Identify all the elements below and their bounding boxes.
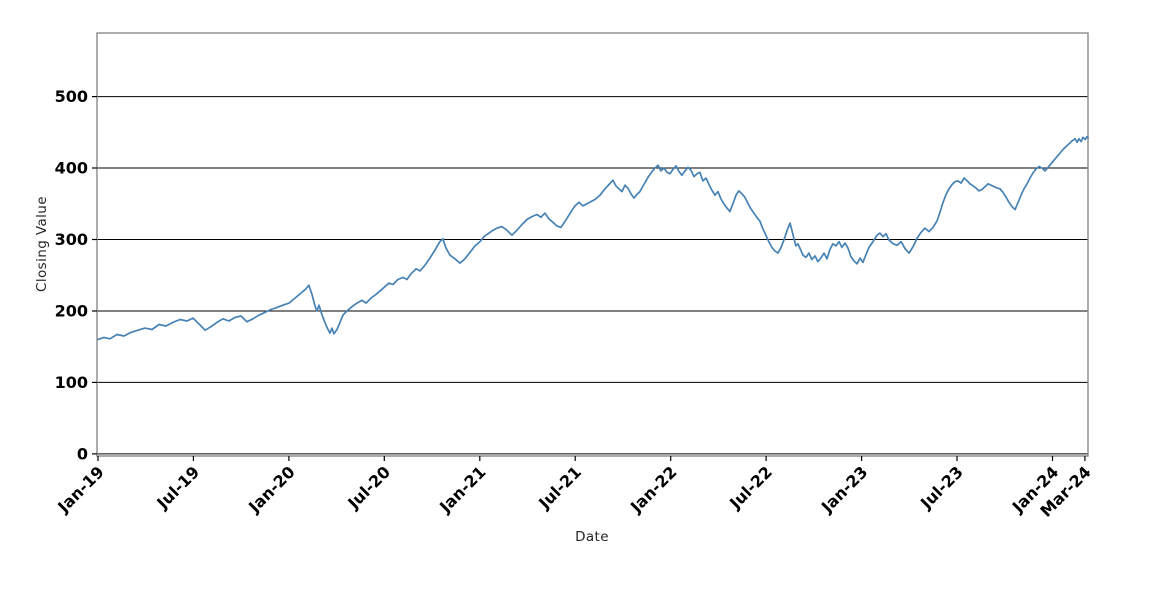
x-tick-label: Jul-23 — [916, 462, 967, 513]
series-lines — [97, 135, 1089, 341]
y-tick-label: 400 — [55, 159, 88, 178]
y-axis-title: Closing Value — [34, 196, 50, 292]
x-tick-label: Jan-22 — [626, 462, 680, 516]
x-tick-label: Jul-20 — [343, 462, 394, 513]
x-axis-ticks: Jan-19 Jul-19 Jan-20 Jul-20 Jan-21 Jul-21 Jan-… — [53, 456, 1095, 521]
series-line-closing-value — [97, 135, 1089, 341]
y-axis-ticks: 0 100 200 300 400 500 — [55, 87, 97, 463]
y-tick-label: 500 — [55, 87, 88, 106]
x-axis-title: Date — [575, 529, 609, 545]
gridlines — [97, 96, 1088, 455]
x-tick-label: Jul-21 — [534, 462, 585, 513]
plot-frame — [96, 32, 1089, 457]
x-tick-label: Jul-22 — [725, 462, 776, 513]
y-tick-label: 100 — [55, 373, 88, 392]
y-tick-label: 0 — [77, 444, 88, 463]
y-tick-label: 300 — [55, 230, 88, 249]
x-tick-label: Jan-21 — [435, 462, 489, 516]
y-tick-label: 200 — [55, 302, 88, 321]
x-tick-label: Jan-23 — [817, 462, 871, 516]
x-tick-label: Jan-20 — [244, 462, 298, 516]
x-tick-label: Jul-19 — [153, 462, 204, 513]
x-tick-label: Jan-19 — [53, 462, 107, 516]
